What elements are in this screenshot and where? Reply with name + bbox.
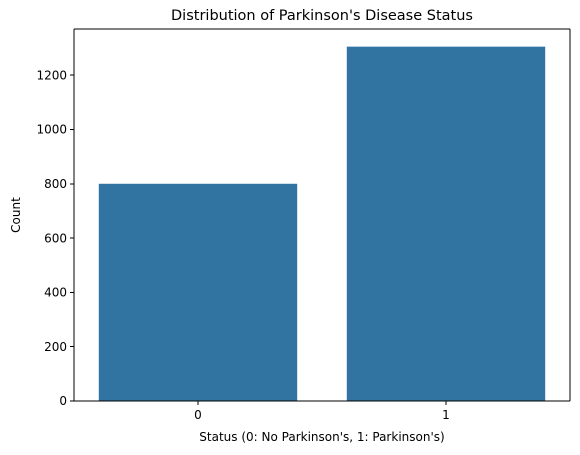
y-axis-ticks: 0 200 400 600 800 1000 1200 (36, 68, 74, 408)
x-tick-label-0: 0 (194, 408, 202, 422)
y-tick-label-1000: 1000 (36, 123, 67, 137)
bars-group (98, 46, 546, 402)
y-tick-label-800: 800 (44, 177, 67, 191)
y-tick-label-0: 0 (59, 394, 67, 408)
y-tick-label-400: 400 (44, 286, 67, 300)
bar-1 (346, 46, 546, 402)
y-tick-label-600: 600 (44, 231, 67, 245)
x-axis-label: Status (0: No Parkinson's, 1: Parkinson'… (199, 430, 444, 444)
axes-frame (73, 28, 571, 402)
y-tick-label-1200: 1200 (36, 68, 67, 82)
x-tick-label-1: 1 (442, 408, 450, 422)
bar-0 (98, 183, 298, 401)
y-axis-label: Count (9, 197, 23, 233)
chart-title: Distribution of Parkinson's Disease Stat… (171, 8, 473, 24)
y-tick-label-200: 200 (44, 340, 67, 354)
